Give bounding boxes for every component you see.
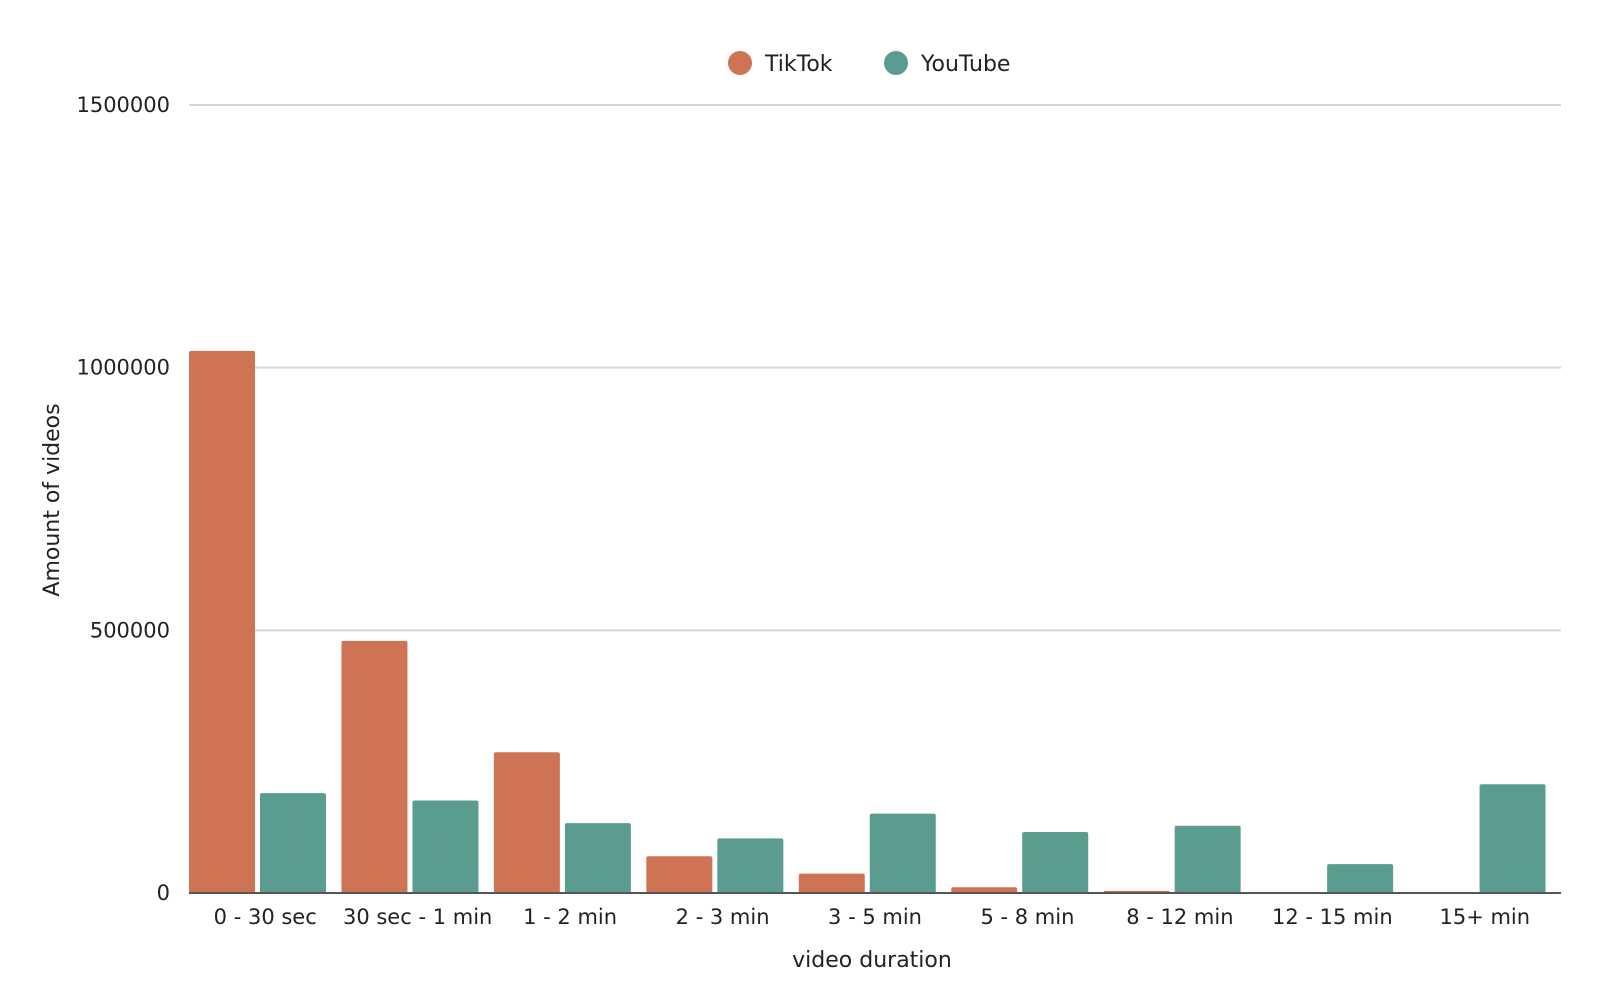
legend-label-youtube: YouTube: [920, 52, 1010, 77]
bar-youtube-6: [1174, 825, 1241, 893]
y-axis-title: Amount of videos: [40, 403, 65, 596]
x-tick-label: 0 - 30 sec: [214, 905, 317, 929]
bar-tiktok-5: [951, 887, 1018, 893]
legend-marker-tiktok: [728, 51, 752, 75]
y-tick-label: 1000000: [76, 356, 170, 380]
x-tick-label: 1 - 2 min: [523, 905, 617, 929]
x-tick-label: 15+ min: [1439, 905, 1530, 929]
x-tick-label: 30 sec - 1 min: [343, 905, 492, 929]
y-tick-label: 1500000: [76, 93, 170, 117]
bar-youtube-4: [869, 813, 936, 893]
x-tick-label: 8 - 12 min: [1126, 905, 1233, 929]
bar-youtube-7: [1327, 864, 1394, 893]
bar-youtube-3: [717, 838, 784, 893]
bar-youtube-2: [564, 823, 631, 893]
legend-marker-youtube: [884, 51, 908, 75]
bar-youtube-1: [412, 800, 479, 893]
bars: [189, 350, 1546, 894]
bar-tiktok-0: [189, 350, 255, 894]
gridlines: [189, 104, 1561, 632]
bar-tiktok-2: [493, 752, 560, 893]
bar-tiktok-4: [798, 873, 865, 893]
y-tick-label: 0: [157, 881, 170, 905]
bar-youtube-0: [260, 793, 326, 893]
x-tick-label: 5 - 8 min: [980, 905, 1074, 929]
legend-label-tiktok: TikTok: [764, 52, 833, 77]
legend: TikTok YouTube: [728, 51, 1010, 77]
x-tick-label: 12 - 15 min: [1272, 905, 1393, 929]
x-tick-labels: 0 - 30 sec 30 sec - 1 min 1 - 2 min 2 - 3 m…: [214, 905, 1530, 929]
y-tick-label: 500000: [90, 618, 170, 642]
x-tick-label: 3 - 5 min: [828, 905, 922, 929]
bar-youtube-5: [1022, 832, 1089, 893]
bar-tiktok-1: [341, 640, 408, 893]
x-axis-title: video duration: [792, 948, 952, 973]
bar-tiktok-3: [646, 856, 713, 893]
bar-youtube-8: [1479, 784, 1546, 893]
y-tick-labels: 0 500000 1000000 1500000: [76, 93, 170, 905]
x-tick-label: 2 - 3 min: [676, 905, 770, 929]
